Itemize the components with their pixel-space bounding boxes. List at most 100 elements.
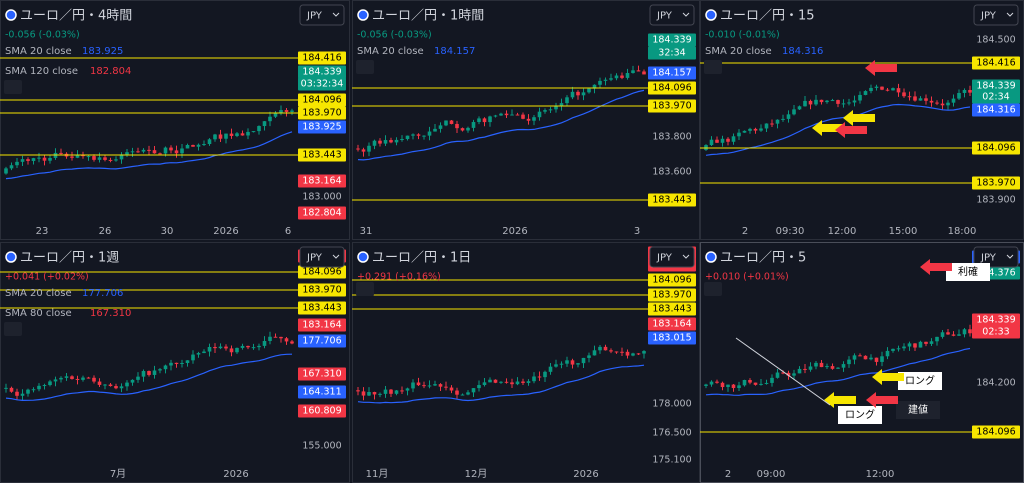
price-label-bg [972,425,1020,439]
currency-button[interactable] [299,4,345,26]
candle-body [466,392,470,395]
x-axis-label: 12:00 [828,226,857,237]
candle-body [614,351,619,353]
sma-line [357,89,645,161]
candle-body [185,360,190,364]
candle-body [4,168,8,174]
candle-body [141,371,146,377]
candle-body [152,150,157,154]
price-label-bg [298,367,346,381]
candle-body [444,386,448,388]
candle-body [709,139,714,146]
collapse-button[interactable] [356,60,374,74]
price-label: 183.164 [652,319,691,330]
candle-body [825,366,829,368]
collapse-button[interactable] [356,282,374,296]
candle-body [913,343,917,348]
candle-body [367,391,371,396]
candle-body [262,340,267,346]
candle-body [570,91,575,98]
x-axis-label: 2026 [223,469,248,480]
sma-line [705,347,971,396]
candle-body [48,381,52,386]
candle-body [576,91,580,96]
currency-button[interactable] [973,4,1019,26]
candle-body [554,364,558,367]
arrow [835,122,867,138]
price-label-bg [298,206,346,220]
candle-body [290,110,294,112]
candle-body [929,341,934,344]
collapse-button[interactable] [4,80,22,94]
candle-body [748,379,752,383]
price-label: 184.500 [976,35,1015,46]
candle-body [466,127,470,131]
candle-body [493,115,498,117]
candle-body [581,357,586,364]
candle-body [510,382,514,385]
price-label-bg [648,317,696,331]
price-label-bg [648,331,696,345]
price-label: 176.500 [652,428,691,439]
currency-button[interactable] [649,4,695,26]
sma-value: 182.804 [90,66,131,77]
currency-button[interactable] [299,246,345,268]
price-label-bg [298,93,346,107]
candle-body [20,393,25,396]
price-label: 183.164 [302,320,341,331]
arrow [872,369,904,385]
candle-body [460,128,465,131]
candle-body [240,345,245,348]
price-label-bg [972,79,1020,93]
candle-body [726,138,730,142]
symbol-title: ユーロ／円・15 [720,9,815,24]
candle-body [262,121,267,127]
candle-body [251,131,256,133]
candle-body [537,111,542,118]
candle-body [614,75,619,79]
candle-body [103,157,107,160]
candle-body [609,78,613,80]
candle-body [114,159,118,161]
candle-body [764,382,769,384]
collapse-button[interactable] [704,282,722,296]
price-label: 155.000 [302,441,341,452]
chart-panel: 184.33915:32:33184.096183.970183.443183.… [352,242,700,483]
candle-body [968,329,972,334]
candle-body [603,79,608,81]
price-change: +0.291 (+0.16%) [357,272,441,283]
candle-body [493,379,498,383]
candle-body [603,346,608,351]
collapse-button[interactable] [704,60,722,74]
candle-body [940,103,945,106]
price-label: 183.000 [302,192,341,203]
candle-body [946,332,950,335]
price-label-bg [298,148,346,162]
price-label: 184.096 [976,427,1015,438]
candle-body [929,100,934,103]
candle-body [378,393,382,395]
currency-label: JPY [980,253,997,264]
candle-body [130,379,135,383]
candle-body [279,336,283,339]
collapse-button[interactable] [4,322,22,336]
candle-body [235,133,239,136]
candle-body [896,348,901,350]
candle-body [902,92,906,97]
symbol-icon [5,251,17,263]
candle-body [163,147,168,154]
sma-line [5,353,293,402]
x-axis-label: 7月 [110,468,126,480]
candle-body [75,378,80,380]
candle-body [565,97,569,104]
currency-button[interactable] [649,246,695,268]
candle-body [246,131,250,136]
currency-button[interactable] [973,246,1019,268]
candle-body [229,348,234,353]
candle-body [92,377,96,382]
candle-body [515,381,520,385]
candle-body [902,346,906,349]
panel-border [352,242,700,483]
x-axis-label: 6 [285,226,291,237]
candle-body [20,159,25,162]
